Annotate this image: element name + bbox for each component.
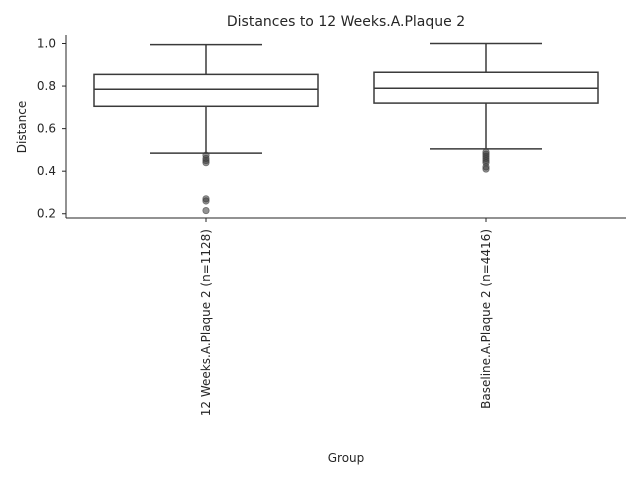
y-axis: 0.2 0.4 0.6 0.8 1.0 (37, 35, 67, 221)
box-group (93, 43, 319, 215)
y-tick-label: 0.4 (37, 164, 56, 178)
x-ticks: 12 Weeks.A.Plaque 2 (n=1128) Baseline.A.P… (199, 218, 493, 416)
y-tick-label: 1.0 (37, 37, 56, 51)
x-tick-label: 12 Weeks.A.Plaque 2 (n=1128) (199, 229, 213, 416)
outlier-point (202, 197, 210, 205)
x-tick-label: Baseline.A.Plaque 2 (n=4416) (479, 229, 493, 409)
y-tick-label: 0.8 (37, 79, 56, 93)
box-group (373, 42, 599, 173)
chart-title: Distances to 12 Weeks.A.Plaque 2 (227, 14, 465, 30)
outlier-point (202, 206, 210, 215)
outlier-point (482, 165, 490, 173)
y-tick-label: 0.2 (37, 207, 56, 221)
y-tick-label: 0.6 (37, 122, 56, 136)
outlier-point (202, 159, 210, 167)
iqr-box (93, 73, 319, 108)
plot-area (93, 42, 599, 215)
x-axis-label: Group (328, 451, 365, 465)
y-axis-label: Distance (15, 101, 29, 153)
